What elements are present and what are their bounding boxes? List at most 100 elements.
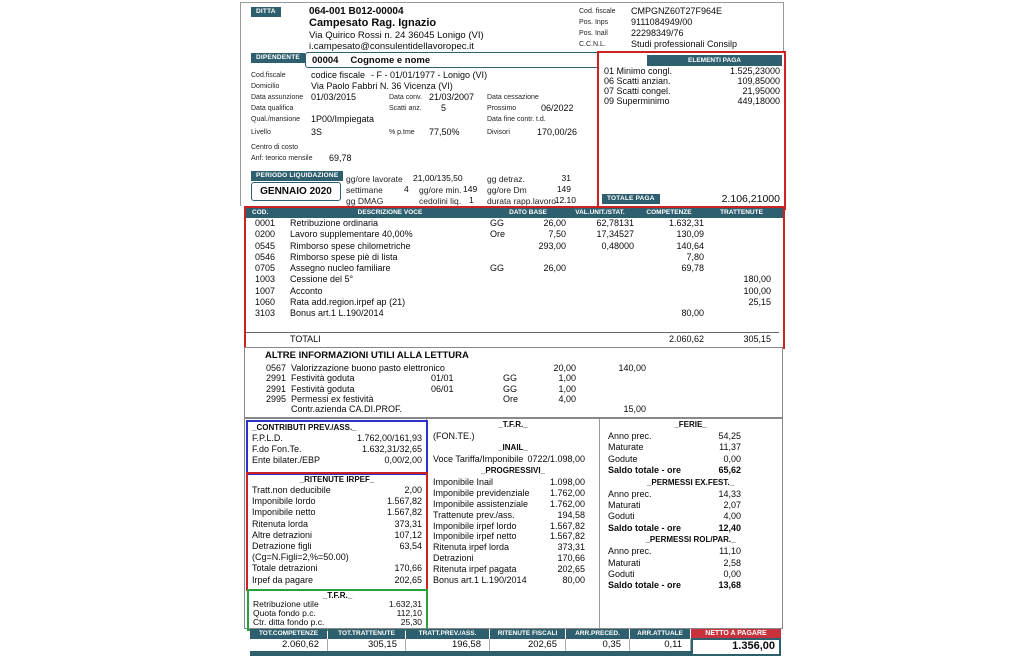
cell-competenze: 1.632,31	[668, 218, 704, 228]
permessi-ex-title: _PERMESSI EX.FEST._	[646, 477, 735, 487]
cell-um	[503, 404, 548, 414]
cell-value1	[548, 404, 576, 414]
cell-val-unit	[566, 308, 634, 319]
company-section: DITTA 064-001 B012-00004 Campesato Rag. …	[240, 2, 784, 53]
total-value: 0,35	[566, 639, 630, 651]
row-label: Ctr. ditta fondo p.c.	[253, 616, 325, 627]
cell-descrizione: Rimborso spese piè di lista	[290, 251, 398, 262]
cell-um: Ore	[490, 229, 506, 240]
cell-value2	[576, 394, 646, 404]
pay-item-row: 1007 Acconto 100,00	[246, 286, 783, 297]
cell-val-unit: 0,48000	[601, 240, 634, 251]
total-cell: ARR.ATTUALE 0,11	[630, 629, 691, 656]
employee-data-assunzione: 01/03/2015	[311, 92, 357, 102]
altre-info-row: 0567 Valorizzazione buono pasto elettron…	[245, 363, 782, 373]
elemento-value: 1.525,23000	[729, 66, 780, 76]
elemento-value: 21,95000	[742, 86, 780, 96]
pay-item-row: 0545 Rimborso spese chilometriche 293,00…	[246, 241, 783, 252]
field-label: Prossimo	[487, 105, 517, 112]
cell-cod: 2991	[266, 383, 287, 394]
field-label: gg detraz.	[487, 174, 525, 184]
company-code: 064-001 B012-00004	[309, 6, 404, 17]
total-value: 2.060,62	[250, 639, 328, 651]
permessi-rol-saldo-row: Saldo totale - ore 13,68	[600, 580, 781, 591]
total-header: TRATT.PREV./ASS.	[406, 629, 489, 639]
pay-item-row: 1060 Rata add.region.irpef ap (21) 25,15	[246, 297, 783, 308]
employee-number: 00004	[312, 54, 339, 66]
registry-row: Pos. Inail 22298349/76	[579, 28, 779, 39]
row-label: Maturati	[608, 557, 641, 568]
row-value: 0722/1.098,00	[527, 454, 585, 464]
row-value: 80,00	[562, 575, 585, 586]
row-label: Tratt.non deducibile	[252, 485, 331, 495]
employee-ptme: 77,50%	[429, 127, 460, 137]
row-value: 1.567,82	[386, 496, 422, 507]
pay-items-totals-row: TOTALI 2.060,62 305,15	[246, 332, 779, 346]
periodo-settimane: 4	[404, 184, 409, 194]
row-value: 1.567,82	[386, 507, 422, 518]
progressivi-row: Imponibile Inail 1.098,00	[427, 477, 599, 488]
employee-name-box: 00004 Cognome e nome	[305, 52, 603, 68]
ritenute-irpef-box: _RITENUTE IRPEF_ Tratt.non deducibile 2,0…	[246, 472, 428, 591]
permessi-rol-row: Anno prec. 11,10	[600, 546, 781, 557]
cell-value2	[576, 373, 646, 383]
row-label: Imponibile irpef netto	[433, 531, 517, 542]
progressivi-row: Trattenute prev./ass. 194,58	[427, 510, 599, 521]
elementi-paga-rows: 01 Minimo congl. 1.525,23000 06 Scatti a…	[604, 66, 780, 106]
totals-bar: TOT.COMPETENZE 2.060,62 TOT.TRATTENUTE 3…	[250, 629, 781, 656]
cell-um: Ore	[503, 393, 519, 404]
permessi-rol-row: Goduti 0,00	[600, 569, 781, 580]
periodo-gg-detraz: 31	[561, 173, 571, 183]
row-label: Saldo totale - ore	[608, 580, 682, 591]
cell-descrizione: Cessione del 5°	[290, 274, 354, 285]
cell-empty	[520, 333, 566, 346]
row-value: 0,00	[723, 453, 741, 464]
progressivi-row: Ritenuta irpef pagata 202,65	[427, 564, 599, 575]
elemento-label: 01 Minimo congl.	[604, 66, 673, 76]
cell-um: GG	[490, 218, 505, 228]
cell-um	[490, 241, 520, 252]
row-value: 1.762,00	[549, 487, 585, 498]
cell-value1: 1,00	[558, 383, 576, 394]
registry-row: Cod. fiscale CMPGNZ60T27F964E	[579, 6, 779, 17]
periodo-value: GENNAIO 2020	[251, 182, 341, 201]
row-label: Saldo totale - ore	[608, 465, 682, 476]
cell-cod: 1060	[255, 297, 276, 308]
company-name: Campesato Rag. Ignazio	[309, 17, 437, 29]
cell-cod: 0545	[255, 240, 276, 251]
cell-val-unit	[566, 263, 634, 274]
total-header: TOT.COMPETENZE	[250, 629, 327, 639]
cell-val-unit	[566, 252, 634, 263]
row-value: 107,12	[394, 529, 422, 540]
row-label: Imponibile previdenziale	[433, 487, 530, 498]
tfr-row: Retribuzione utile 1.632,31	[249, 600, 426, 609]
ferie-row: Anno prec. 54,25	[600, 431, 781, 442]
header-trattenute: TRATTENUTE	[720, 209, 763, 216]
cell-dato-base	[520, 252, 566, 263]
cell-val-unit: 62,78131	[596, 218, 634, 228]
employee-name: Cognome e nome	[350, 54, 431, 66]
row-label: Anno prec.	[608, 488, 652, 499]
employee-cod-fiscale: codice fiscale	[311, 70, 366, 80]
total-header: ARR.ATTUALE	[630, 629, 690, 639]
cell-competenze: 7,80	[686, 251, 704, 262]
cell-cod: 0567	[266, 363, 287, 373]
cell-val-unit: 17,34527	[596, 229, 634, 240]
cell-extra	[431, 394, 503, 404]
totale-paga-row: TOTALE PAGA 2.106,21000	[602, 193, 780, 205]
permessi-rol-title: _PERMESSI ROL/PAR._	[645, 535, 736, 545]
field-label: Data cessazione	[487, 94, 539, 101]
leave-column: _FERIE_ Anno prec. 54,25 Maturate 11,37 Go…	[600, 419, 781, 628]
cell-descrizione: Lavoro supplementare 40,00%	[290, 229, 413, 240]
cell-descrizione: Acconto	[290, 285, 323, 296]
cell-um	[490, 286, 520, 297]
periodo-gg-dm: 149	[556, 184, 571, 194]
employee-anf: 69,78	[329, 153, 352, 163]
contributi-row: Ente bilater./EBP 0,00/2,00	[248, 455, 426, 466]
altre-info-row: 2995 Permessi ex festività Ore 4,00	[245, 394, 782, 404]
contributi-row: F.P.L.D. 1.762,00/161,93	[248, 433, 426, 444]
fonte-label: (FON.TE.)	[433, 431, 475, 441]
netto-value: 1.356,00	[691, 637, 781, 656]
cell-trattenute: 25,15	[748, 297, 771, 308]
cell-descrizione: Assegno nucleo familiare	[290, 263, 391, 274]
